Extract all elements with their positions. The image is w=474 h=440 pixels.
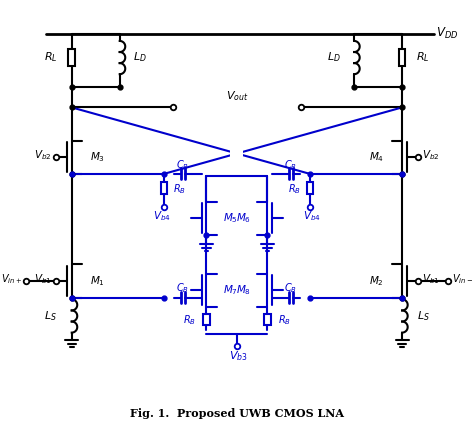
Bar: [399, 49, 405, 66]
Text: $R_L$: $R_L$: [44, 51, 58, 64]
Text: $L_D$: $L_D$: [328, 51, 341, 64]
Text: $R_B$: $R_B$: [183, 313, 196, 327]
Text: $R_B$: $R_B$: [173, 182, 186, 195]
Bar: [230, 149, 243, 158]
Text: $V_{b4}$: $V_{b4}$: [153, 209, 171, 223]
Text: $V_{b2}$: $V_{b2}$: [34, 148, 51, 162]
Text: $C_B$: $C_B$: [176, 158, 190, 172]
Text: $L_S$: $L_S$: [44, 309, 57, 323]
Text: $R_B$: $R_B$: [278, 313, 291, 327]
Text: $V_{b4}$: $V_{b4}$: [303, 209, 320, 223]
Text: $V_{in-}$: $V_{in-}$: [452, 272, 473, 286]
Text: $M_2$: $M_2$: [369, 274, 383, 288]
Text: $R_B$: $R_B$: [288, 182, 301, 195]
Text: Fig. 1.  Proposed UWB CMOS LNA: Fig. 1. Proposed UWB CMOS LNA: [130, 408, 344, 419]
Text: $V_{DD}$: $V_{DD}$: [436, 26, 459, 41]
Bar: [68, 49, 75, 66]
Text: $V_{b2}$: $V_{b2}$: [422, 148, 440, 162]
Text: $C_B$: $C_B$: [284, 158, 298, 172]
Text: $V_{b1}$: $V_{b1}$: [34, 272, 51, 286]
Text: $L_D$: $L_D$: [133, 51, 146, 64]
Text: $C_B$: $C_B$: [176, 282, 190, 295]
Bar: [161, 182, 167, 194]
Text: $M_4$: $M_4$: [369, 150, 383, 164]
Text: $R_L$: $R_L$: [416, 51, 429, 64]
Text: $V_{b1}$: $V_{b1}$: [422, 272, 440, 286]
Text: $M_8$: $M_8$: [236, 283, 251, 297]
Text: $V_{in+}$: $V_{in+}$: [1, 272, 22, 286]
Text: $M_7$: $M_7$: [223, 283, 238, 297]
Text: $C_B$: $C_B$: [284, 282, 298, 295]
Text: $M_1$: $M_1$: [90, 274, 105, 288]
Text: $M_6$: $M_6$: [236, 211, 251, 225]
Text: $M_5$: $M_5$: [223, 211, 238, 225]
Bar: [203, 314, 210, 325]
Text: $V_{out}$: $V_{out}$: [226, 89, 248, 103]
Bar: [307, 182, 313, 194]
Text: $M_3$: $M_3$: [90, 150, 105, 164]
Text: $V_{b3}$: $V_{b3}$: [229, 349, 248, 363]
Bar: [264, 314, 271, 325]
Text: $L_S$: $L_S$: [417, 309, 430, 323]
